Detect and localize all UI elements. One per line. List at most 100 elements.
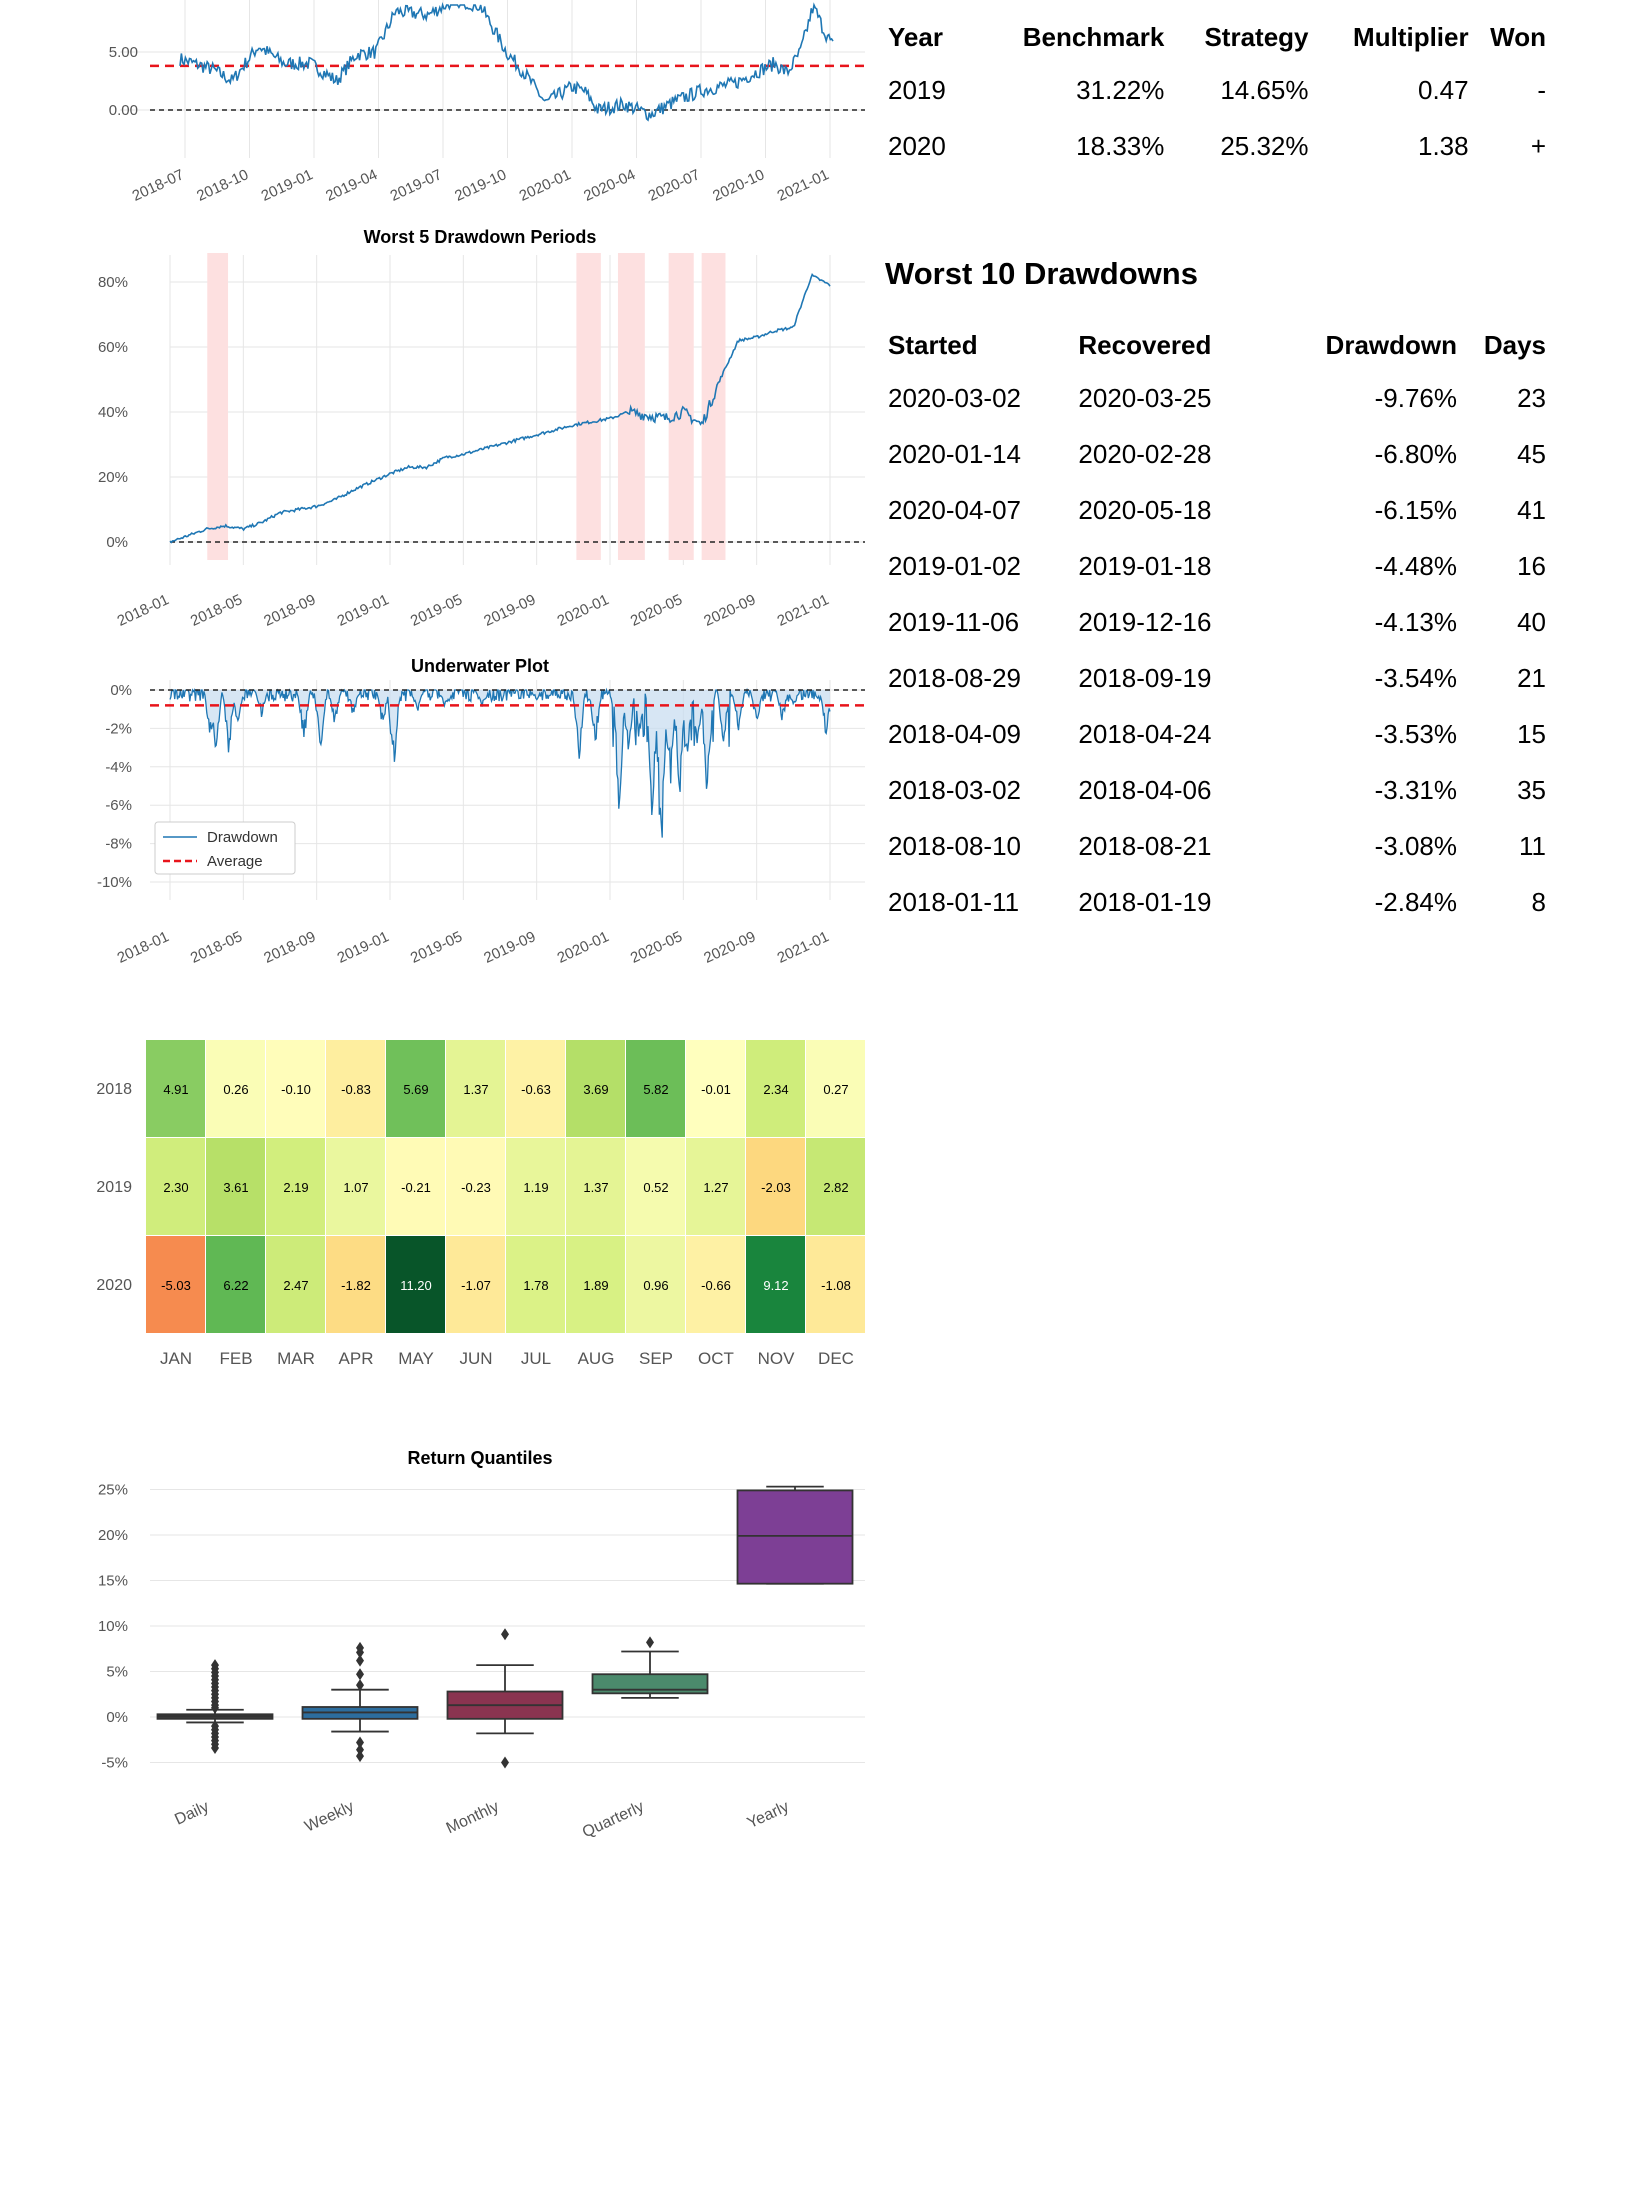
x-tick-label: 2020-05 — [628, 928, 685, 967]
y-tick-label: 0% — [106, 1709, 128, 1726]
y-tick-label: 5.00 — [109, 44, 138, 61]
outlier-marker — [356, 1736, 364, 1749]
x-tick-label: 2018-09 — [261, 928, 318, 967]
heatmap-cell — [146, 1236, 205, 1333]
table-cell: 14.65% — [1220, 75, 1309, 105]
heatmap-value: -1.82 — [341, 1278, 371, 1293]
x-tick-label: 2019-01 — [259, 166, 316, 205]
table-cell: 2018-01-11 — [888, 887, 1020, 917]
y-tick-label: 15% — [98, 1573, 128, 1590]
table-cell: - — [1537, 75, 1546, 105]
table-row: 2020-04-07 2020-05-18 -6.15% 41 — [888, 495, 1546, 551]
table-cell: 2020-05-18 — [1078, 495, 1212, 525]
y-tick-label: 80% — [98, 274, 128, 291]
heatmap-cell — [446, 1040, 505, 1137]
month-label: MAR — [277, 1349, 315, 1368]
heatmap-value: -1.08 — [821, 1278, 851, 1293]
table-cell: 2018-04-06 — [1078, 775, 1212, 805]
outlier-marker — [356, 1654, 364, 1667]
column-header: Recovered — [1078, 330, 1212, 360]
table-cell: -6.80% — [1374, 439, 1457, 469]
heatmap-value: -0.66 — [701, 1278, 731, 1293]
category-label: Yearly — [745, 1798, 792, 1832]
heatmap-cell — [686, 1236, 745, 1333]
table-cell: 2020-03-25 — [1078, 383, 1212, 413]
drawdown-shade — [668, 253, 694, 560]
x-tick-label: 2019-01 — [335, 928, 392, 967]
box — [591, 1673, 709, 1695]
rolling-line — [179, 2, 834, 122]
heatmap-value: -2.03 — [761, 1180, 791, 1195]
heatmap-cell — [626, 1040, 685, 1137]
heatmap-cell — [806, 1138, 865, 1235]
heatmap-cell — [386, 1138, 445, 1235]
table-cell: 35 — [1517, 775, 1546, 805]
month-label: JAN — [160, 1349, 192, 1368]
heatmap-cell — [686, 1040, 745, 1137]
x-tick-label: 2020-01 — [555, 928, 612, 967]
heatmap-value: 3.61 — [223, 1180, 248, 1195]
heatmap-value: 11.20 — [400, 1278, 432, 1293]
heatmap-value: 3.69 — [583, 1082, 608, 1097]
table-cell: 2019-11-06 — [888, 607, 1020, 637]
heatmap-value: 2.30 — [163, 1180, 188, 1195]
heatmap-value: 2.19 — [283, 1180, 308, 1195]
table-cell: 2019-01-18 — [1078, 551, 1212, 581]
x-tick-label: 2020-05 — [628, 591, 685, 630]
box — [736, 1489, 854, 1585]
heatmap-cell — [746, 1040, 805, 1137]
heatmap-cell — [386, 1236, 445, 1333]
table-cell: 2019 — [888, 75, 946, 105]
month-label: FEB — [219, 1349, 252, 1368]
outlier-marker — [356, 1668, 364, 1681]
drawdowns-body: 2020-03-02 2020-03-25 -9.76% 23 2020-01-14 20… — [888, 383, 1546, 943]
heatmap-value: -0.10 — [281, 1082, 311, 1097]
eoy-body: 2019 31.22% 14.65% 0.47 - 2020 18.33% 25.32% 1.3… — [888, 75, 1546, 187]
table-cell: 31.22% — [1076, 75, 1165, 105]
table-row: 2018-08-10 2018-08-21 -3.08% 11 — [888, 831, 1546, 887]
heatmap-cell — [686, 1138, 745, 1235]
chart-title: Return Quantiles — [407, 1448, 552, 1468]
table-cell: 2019-01-02 — [888, 551, 1021, 581]
table-cell: 2018-04-24 — [1078, 719, 1212, 749]
heatmap-value: -0.83 — [341, 1082, 371, 1097]
outlier-marker — [356, 1743, 364, 1756]
x-tick-label: 2018-01 — [115, 591, 172, 630]
x-tick-label: 2018-09 — [261, 591, 318, 630]
heatmap-cell — [266, 1236, 325, 1333]
month-label: AUG — [578, 1349, 615, 1368]
month-label: APR — [339, 1349, 374, 1368]
heatmap-cell — [206, 1138, 265, 1235]
y-tick-label: -10% — [97, 874, 132, 891]
table-cell: 2020-02-28 — [1078, 439, 1212, 469]
category-label: Daily — [172, 1798, 211, 1828]
heatmap-value: 2.34 — [763, 1082, 788, 1097]
heatmap-cell — [146, 1138, 205, 1235]
y-tick-label: 20% — [98, 469, 128, 486]
heatmap-cell — [206, 1040, 265, 1137]
category-label: Monthly — [444, 1798, 502, 1837]
heatmap-value: 1.89 — [583, 1278, 608, 1293]
heatmap-cell — [206, 1236, 265, 1333]
heatmap-cell — [446, 1236, 505, 1333]
heatmap-value: -0.63 — [521, 1082, 551, 1097]
year-label: 2018 — [96, 1081, 132, 1098]
monthly-returns-heatmap: 2018 4.91 0.26 -0.10 -0.83 5.69 1.37 -0.63 3.69 5… — [96, 1040, 865, 1368]
table-cell: 21 — [1517, 663, 1546, 693]
heatmap-value: 1.27 — [703, 1180, 728, 1195]
y-tick-label: 10% — [98, 1618, 128, 1635]
heatmap-cell — [266, 1040, 325, 1137]
table-cell: 18.33% — [1076, 131, 1165, 161]
x-tick-label: 2019-09 — [481, 928, 538, 967]
drawdown-shade — [617, 253, 645, 560]
month-label: SEP — [639, 1349, 673, 1368]
x-tick-label: 2021-01 — [775, 591, 832, 630]
month-label: JUL — [521, 1349, 551, 1368]
heatmap-cell — [566, 1138, 625, 1235]
x-tick-label: 2019-07 — [388, 166, 445, 205]
table-cell: -2.84% — [1374, 887, 1457, 917]
column-header: Year — [888, 22, 943, 52]
y-tick-label: 25% — [98, 1482, 128, 1499]
heatmap-value: 0.96 — [643, 1278, 668, 1293]
x-tick-label: 2019-04 — [323, 166, 380, 205]
